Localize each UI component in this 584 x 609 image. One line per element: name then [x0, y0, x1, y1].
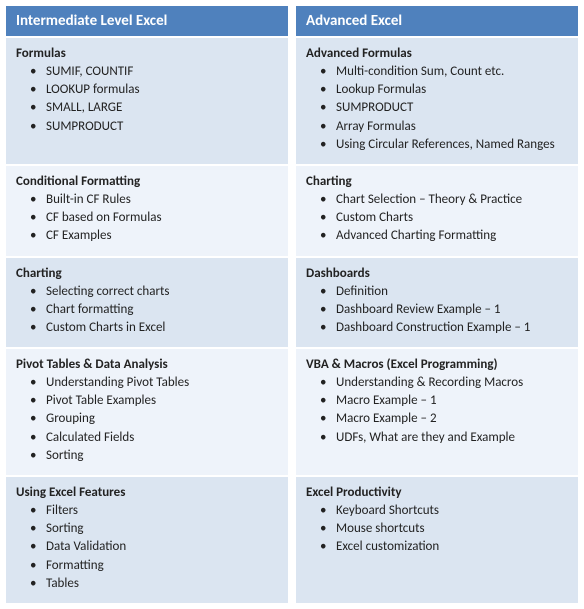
- section-title: Using Excel Features: [16, 485, 278, 500]
- item-list: Keyboard ShortcutsMouse shortcutsExcel c…: [306, 502, 568, 557]
- list-item: Grouping: [30, 410, 278, 428]
- item-list: Understanding & Recording MacrosMacro Ex…: [306, 374, 568, 447]
- list-item: Array Formulas: [320, 118, 568, 136]
- list-item: CF based on Formulas: [30, 209, 278, 227]
- list-item: Definition: [320, 283, 568, 301]
- list-item: SUMIF, COUNTIF: [30, 63, 278, 81]
- list-item: Lookup Formulas: [320, 81, 568, 99]
- list-item: Custom Charts: [320, 209, 568, 227]
- list-item: Understanding Pivot Tables: [30, 374, 278, 392]
- list-item: Pivot Table Examples: [30, 392, 278, 410]
- section-title: VBA & Macros (Excel Programming): [306, 357, 568, 372]
- list-item: Macro Example – 2: [320, 410, 568, 428]
- list-item: Keyboard Shortcuts: [320, 502, 568, 520]
- table-cell: Dashboards DefinitionDashboard Review Exa…: [296, 258, 578, 348]
- list-item: Macro Example – 1: [320, 392, 568, 410]
- list-item: SMALL, LARGE: [30, 99, 278, 117]
- table-cell: Formulas SUMIF, COUNTIFLOOKUP formulasSMA…: [6, 38, 288, 164]
- list-item: Using Circular References, Named Ranges: [320, 136, 568, 154]
- list-item: Filters: [30, 502, 278, 520]
- list-item: Chart Selection – Theory & Practice: [320, 191, 568, 209]
- comparison-table: Intermediate Level Excel Advanced Excel …: [6, 6, 578, 603]
- table-cell: Conditional FormattingBuilt-in CF RulesC…: [6, 166, 288, 256]
- list-item: Built-in CF Rules: [30, 191, 278, 209]
- table-cell: Charting Chart Selection – Theory & Pract…: [296, 166, 578, 256]
- list-item: Calculated Fields: [30, 429, 278, 447]
- section-title: Advanced Formulas: [306, 46, 568, 61]
- section-title: Formulas: [16, 46, 278, 61]
- list-item: SUMPRODUCT: [30, 118, 278, 136]
- section-title: Dashboards: [306, 266, 568, 281]
- list-item: Mouse shortcuts: [320, 520, 568, 538]
- list-item: Tables: [30, 575, 278, 593]
- item-list: Chart Selection – Theory & PracticeCusto…: [306, 191, 568, 246]
- list-item: Chart formatting: [30, 301, 278, 319]
- list-item: CF Examples: [30, 227, 278, 245]
- list-item: LOOKUP formulas: [30, 81, 278, 99]
- column-header-intermediate: Intermediate Level Excel: [6, 6, 288, 36]
- list-item: Excel customization: [320, 538, 568, 556]
- list-item: Custom Charts in Excel: [30, 319, 278, 337]
- section-title: Pivot Tables & Data Analysis: [16, 357, 278, 372]
- list-item: Dashboard Construction Example – 1: [320, 319, 568, 337]
- item-list: Built-in CF RulesCF based on FormulasCF …: [16, 191, 278, 246]
- column-header-advanced: Advanced Excel: [296, 6, 578, 36]
- list-item: Selecting correct charts: [30, 283, 278, 301]
- section-title: Charting: [306, 174, 568, 189]
- section-title: Conditional Formatting: [16, 174, 278, 189]
- item-list: Understanding Pivot TablesPivot Table Ex…: [16, 374, 278, 465]
- section-title: Excel Productivity: [306, 485, 568, 500]
- list-item: SUMPRODUCT: [320, 99, 568, 117]
- list-item: Sorting: [30, 447, 278, 465]
- list-item: Multi-condition Sum, Count etc.: [320, 63, 568, 81]
- list-item: UDFs, What are they and Example: [320, 429, 568, 447]
- list-item: Formatting: [30, 557, 278, 575]
- table-cell: Charting Selecting correct chartsChart fo…: [6, 258, 288, 348]
- table-cell: Excel Productivity Keyboard ShortcutsMous…: [296, 477, 578, 603]
- list-item: Advanced Charting Formatting: [320, 227, 568, 245]
- item-list: Selecting correct chartsChart formatting…: [16, 283, 278, 338]
- list-item: Data Validation: [30, 538, 278, 556]
- list-item: Sorting: [30, 520, 278, 538]
- table-cell: VBA & Macros (Excel Programming) Understa…: [296, 349, 578, 475]
- table-cell: Pivot Tables & Data Analysis Understandin…: [6, 349, 288, 475]
- item-list: SUMIF, COUNTIFLOOKUP formulasSMALL, LARG…: [16, 63, 278, 136]
- table-cell: Advanced Formulas Multi-condition Sum, Co…: [296, 38, 578, 164]
- item-list: Multi-condition Sum, Count etc.Lookup Fo…: [306, 63, 568, 154]
- item-list: FiltersSortingData ValidationFormattingT…: [16, 502, 278, 593]
- list-item: Dashboard Review Example – 1: [320, 301, 568, 319]
- item-list: DefinitionDashboard Review Example – 1Da…: [306, 283, 568, 338]
- list-item: Understanding & Recording Macros: [320, 374, 568, 392]
- section-title: Charting: [16, 266, 278, 281]
- table-cell: Using Excel Features FiltersSortingData V…: [6, 477, 288, 603]
